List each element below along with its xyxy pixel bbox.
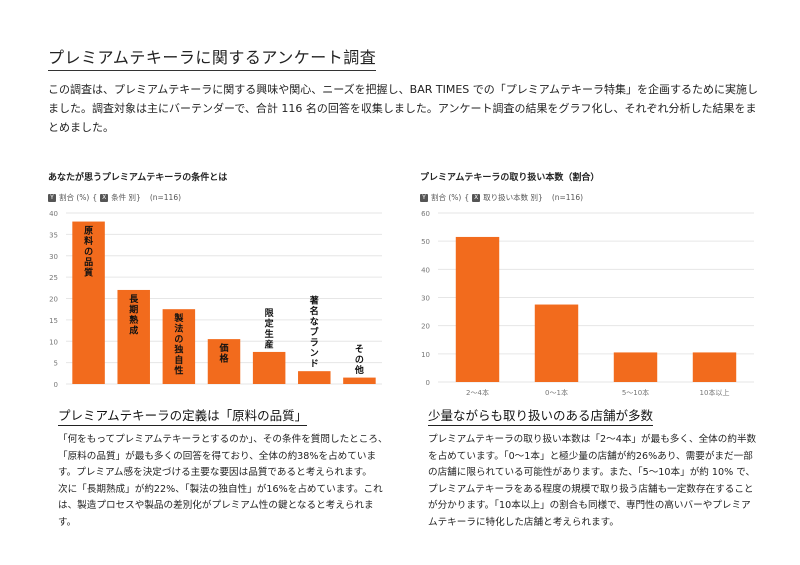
category-label: 価格 [218,342,229,365]
svg-text:な: な [310,317,319,328]
right-chart: プレミアムテキーラの取り扱い本数（割合） Y 割合 (%) { X 取り扱い本数… [420,170,760,203]
bar [162,309,196,384]
svg-text:ド: ド [310,359,319,370]
y-tick-label: 5 [54,360,58,368]
y-tick-label: 25 [49,274,58,282]
category-label: 製法の独自性 [173,312,184,377]
left-section-heading: プレミアムテキーラの定義は「原料の品質」 [58,405,308,426]
y-tick-label: 10 [421,351,430,359]
bar [252,351,286,384]
svg-text:ラ: ラ [310,338,319,349]
bar [455,236,500,382]
legend-y-label: 割合 (%) [431,193,462,202]
svg-text:限: 限 [265,308,275,319]
y-tick-label: 30 [421,295,430,303]
svg-text:著: 著 [310,295,319,307]
legend-brace: { [464,193,470,202]
bar [613,352,658,382]
left-chart-plot: 0510152025303540原料の品質長期熟成製法の独自性価格限定生産著名な… [49,210,382,389]
svg-text:質: 質 [84,267,93,279]
y-tick-label: 30 [49,253,58,261]
x-tick-label: 0〜1本 [545,388,568,397]
bar [534,304,579,382]
legend-x-label: 取り扱い本数 別} [483,193,543,202]
left-section-para2: 次に「長期熟成」が約22%、「製法の独自性」が16%を占めています。これは、製造… [58,483,383,528]
svg-text:自: 自 [174,354,183,366]
svg-text:産: 産 [265,338,274,350]
svg-text:の: の [174,334,183,345]
svg-text:そ: そ [355,344,364,355]
y-tick-label: 40 [421,266,430,274]
bar [298,371,331,384]
svg-text:価: 価 [218,342,228,354]
svg-text:の: の [84,247,93,258]
y-tick-label: 35 [49,231,58,239]
y-tick-label: 0 [54,381,58,389]
x-tick-label: 10本以上 [700,388,730,397]
left-section-para1: 「何をもってプレミアムテキーラとするのか」、その条件を質問したところ、「原料の品… [58,434,388,478]
x-axis-icon: X [100,193,109,202]
svg-text:性: 性 [174,365,183,377]
right-chart-plot: 0 10 20 30 40 50 60 2〜4本 0〜1本 5〜10本 10本以上 [421,210,754,397]
left-chart: あなたが思うプレミアムテキーラの条件とは Y 割合 (%) { X 条件 別} … [48,170,388,203]
bar [343,377,376,384]
chart-title: あなたが思うプレミアムテキーラの条件とは [48,173,228,183]
x-tick-label: 5〜10本 [622,388,649,397]
category-label: その他 [354,344,364,376]
intro-paragraph: この調査は、プレミアムテキーラに関する興味や関心、ニーズを把握し、BAR TIM… [48,83,758,134]
chart-legend: Y 割合 (%) { X 取り扱い本数 別} (n=116) [420,192,760,203]
y-axis-icon: Y [420,193,428,202]
bar [692,352,737,382]
category-label: 原料の品質 [84,226,93,279]
svg-text:名: 名 [310,305,319,317]
x-tick-label: 2〜4本 [466,388,489,397]
x-axis-icon: X [472,193,481,202]
legend-n: (n=116) [551,193,584,202]
svg-text:定: 定 [264,317,275,329]
svg-text:独: 独 [173,344,183,356]
legend-brace: { [92,193,98,202]
y-tick-label: 60 [421,210,430,218]
page-title: プレミアムテキーラに関するアンケート調査 [48,44,377,71]
category-label: 長期熟成 [129,294,139,337]
legend-x-label: 条件 別} [111,193,141,202]
svg-text:料: 料 [84,235,93,247]
svg-text:原: 原 [84,226,93,237]
y-tick-label: 40 [49,210,58,218]
y-tick-label: 50 [421,238,430,246]
svg-text:ン: ン [310,348,319,359]
svg-text:格: 格 [219,353,229,365]
legend-n: (n=116) [149,193,182,202]
left-section-body: 「何をもってプレミアムテキーラとするのか」、その条件を質問したところ、「原料の品… [58,432,390,531]
svg-text:成: 成 [129,324,138,336]
bar [72,221,105,384]
svg-text:の: の [355,355,364,366]
y-tick-label: 20 [49,296,58,304]
svg-text:熟: 熟 [129,314,138,326]
legend-y-label: 割合 (%) [59,193,90,202]
svg-text:生: 生 [265,328,274,340]
svg-text:法: 法 [174,323,183,335]
right-section-para1: プレミアムテキーラの取り扱い本数は「2〜4本」が最も多く、全体の約半数を占めてい… [428,434,757,528]
y-axis-icon: Y [48,193,56,202]
chart-title: プレミアムテキーラの取り扱い本数（割合） [420,173,600,183]
svg-text:期: 期 [129,303,138,315]
svg-text:他: 他 [354,364,364,376]
y-tick-label: 10 [49,338,58,346]
right-section-heading: 少量ながらも取り扱いのある店舗が多数 [428,405,654,426]
bar [117,289,150,384]
y-tick-label: 15 [49,317,58,325]
chart-legend: Y 割合 (%) { X 条件 別} (n=116) [48,192,388,203]
svg-text:製: 製 [173,312,184,324]
bar [207,339,241,384]
y-tick-label: 0 [426,379,430,387]
y-tick-label: 20 [421,323,430,331]
svg-text:長: 長 [129,294,139,305]
right-section-body: プレミアムテキーラの取り扱い本数は「2〜4本」が最も多く、全体の約半数を占めてい… [428,432,758,531]
svg-text:ブ: ブ [310,326,319,338]
svg-text:品: 品 [84,257,93,268]
